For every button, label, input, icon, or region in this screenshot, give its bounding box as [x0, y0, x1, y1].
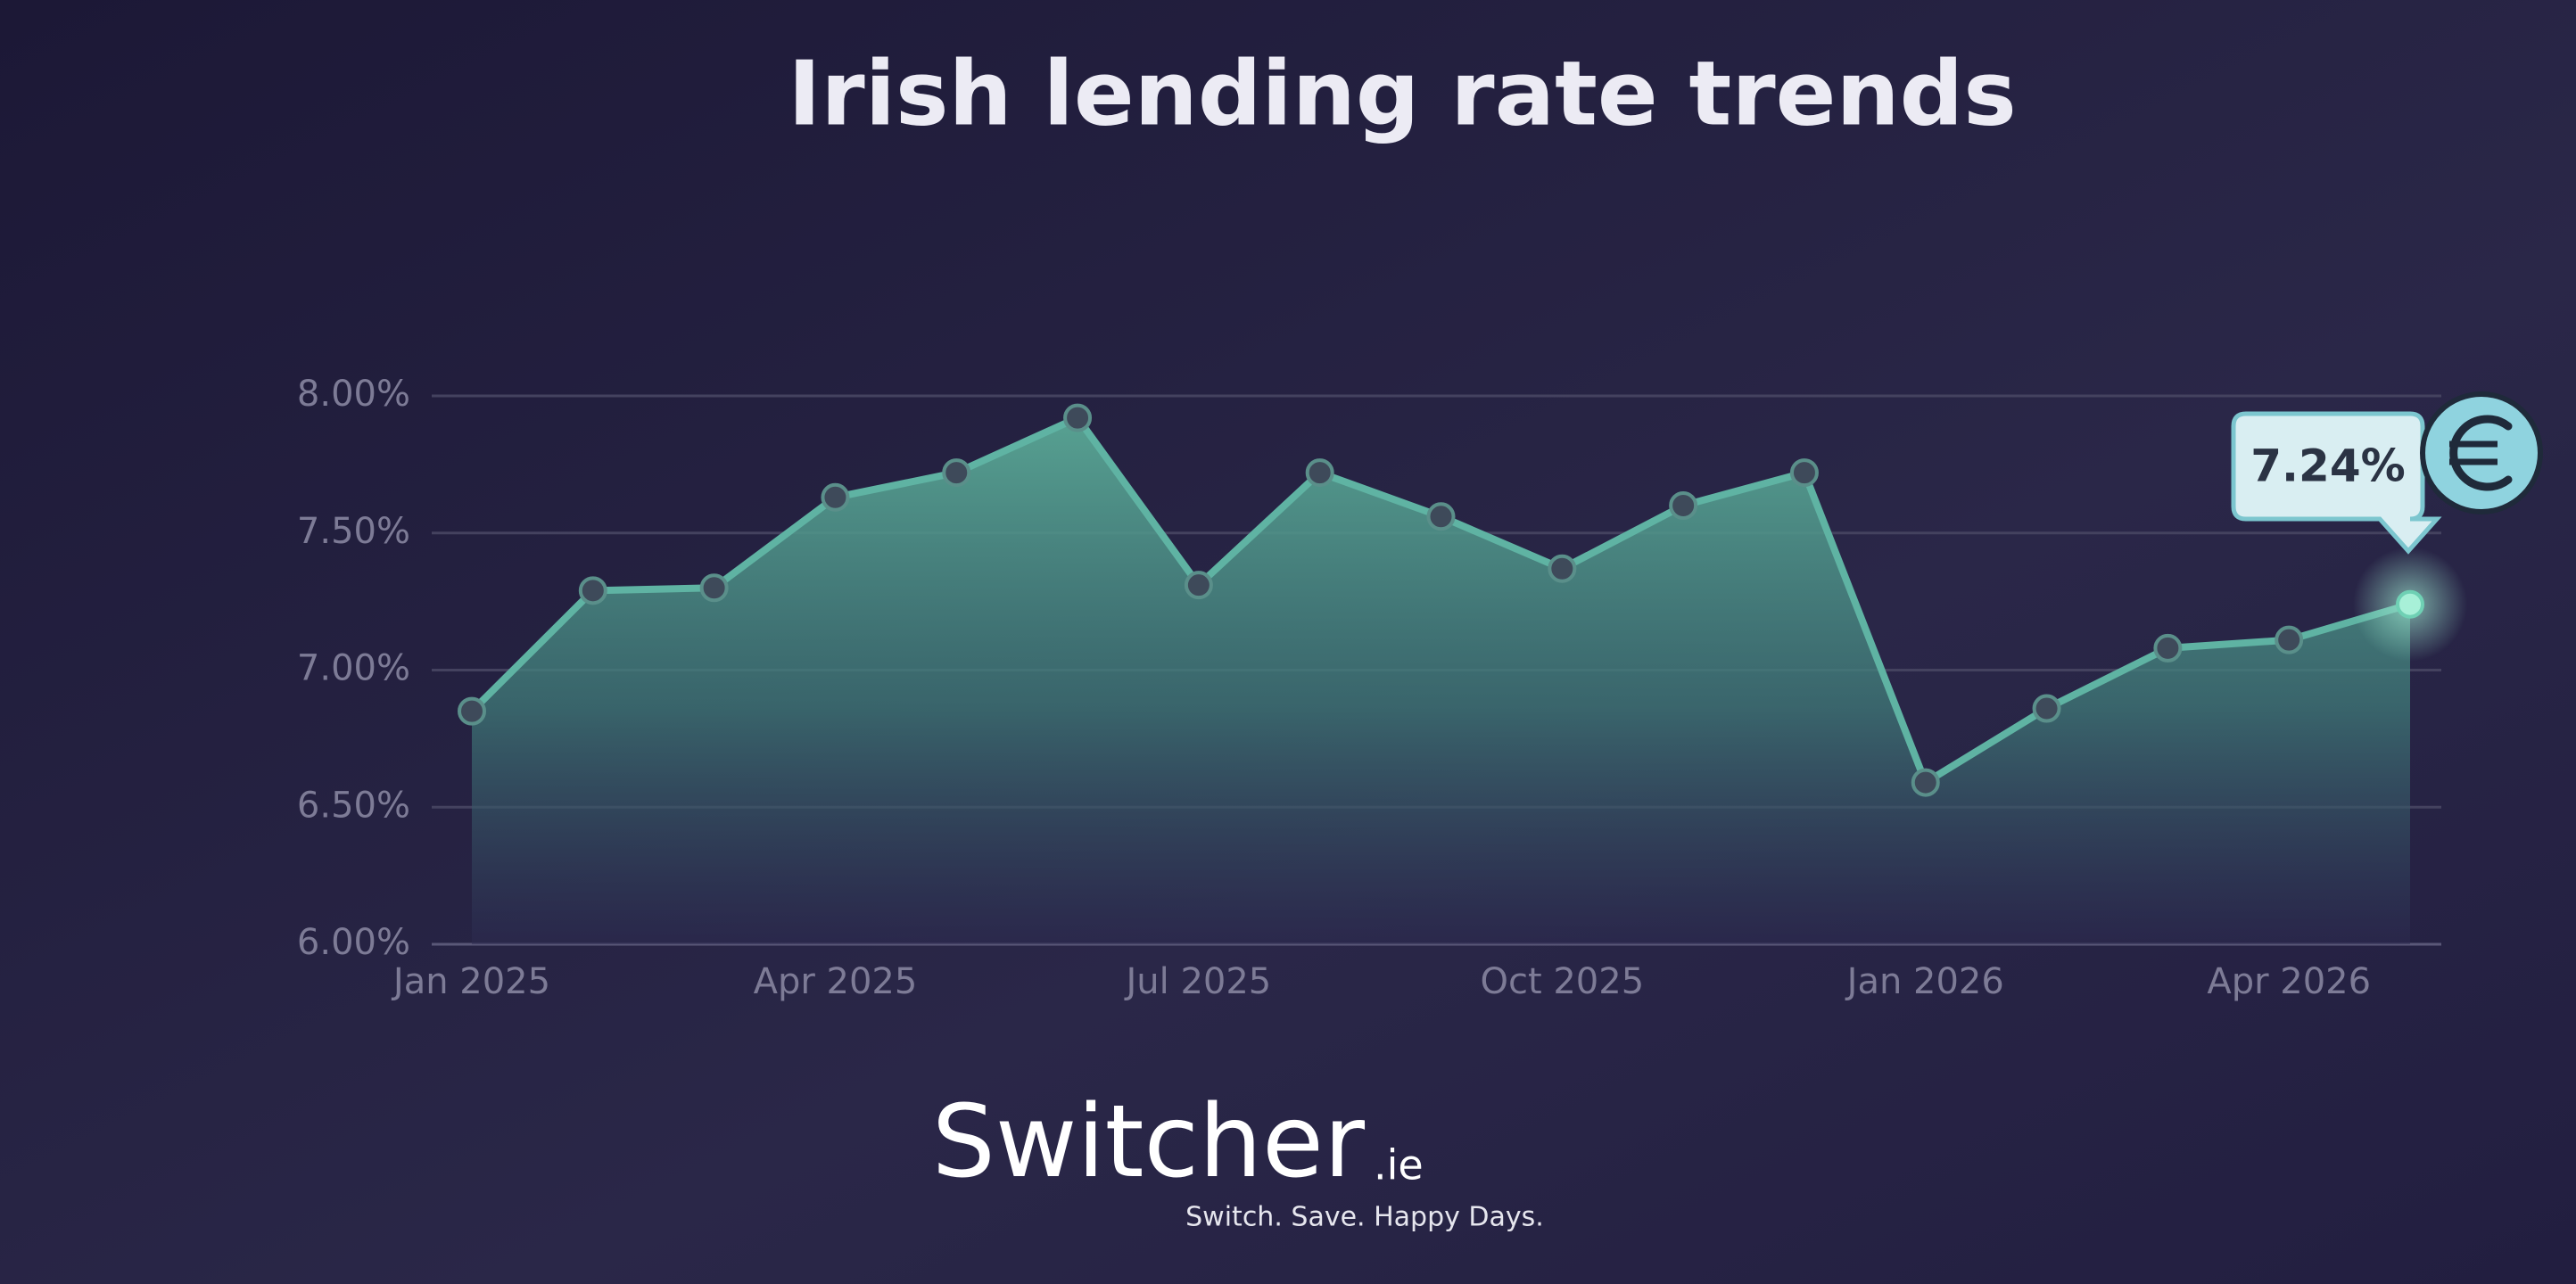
brand-tagline: Switch. Save. Happy Days. [1185, 1202, 1544, 1233]
y-tick-label: 6.00% [297, 922, 410, 963]
point [699, 573, 729, 603]
y-tick-label: 7.50% [297, 511, 410, 552]
point [1911, 768, 1940, 797]
x-tick-label: Oct 2025 [1480, 961, 1644, 1002]
point [1063, 403, 1093, 432]
brand-name: Switcher [932, 1084, 1366, 1200]
point [1184, 571, 1213, 600]
x-tick-label: Apr 2025 [754, 961, 918, 1002]
y-tick-label: 8.00% [297, 374, 410, 415]
x-tick-label: Jan 2026 [1845, 961, 2004, 1002]
brand-domain: .ie [1374, 1141, 1424, 1189]
y-tick-label: 6.50% [297, 785, 410, 826]
point [1669, 491, 1698, 520]
point [942, 458, 971, 488]
callout-box [2231, 411, 2442, 555]
highlight-point [2396, 589, 2424, 619]
point [1548, 554, 1577, 583]
point [578, 576, 607, 605]
chart-title: Irish lending rate trends [788, 41, 2017, 145]
area [472, 417, 2410, 945]
x-tick-label: Jan 2025 [391, 961, 550, 1002]
euro-symbol [2449, 415, 2513, 491]
plot: 6.00% 6.50% 7.00% 7.50% 8.00% Jan 2025 Apr 202… [297, 374, 2467, 1002]
callout: 7.24% [2231, 391, 2543, 555]
x-tick-label: Apr 2026 [2207, 961, 2371, 1002]
point [1305, 458, 1334, 488]
point [2275, 625, 2304, 654]
euro-icon [2420, 391, 2543, 514]
callout-label: 7.24% [2250, 440, 2405, 492]
point [1789, 458, 1819, 488]
branding: Switcher .ie Switch. Save. Happy Days. [932, 1084, 1544, 1233]
point [1426, 502, 1456, 531]
y-tick-label: 7.00% [297, 648, 410, 689]
point [2153, 633, 2183, 663]
point [458, 696, 486, 726]
x-tick-label: Jul 2025 [1123, 961, 1271, 1002]
point [821, 482, 850, 512]
point [2032, 694, 2061, 723]
